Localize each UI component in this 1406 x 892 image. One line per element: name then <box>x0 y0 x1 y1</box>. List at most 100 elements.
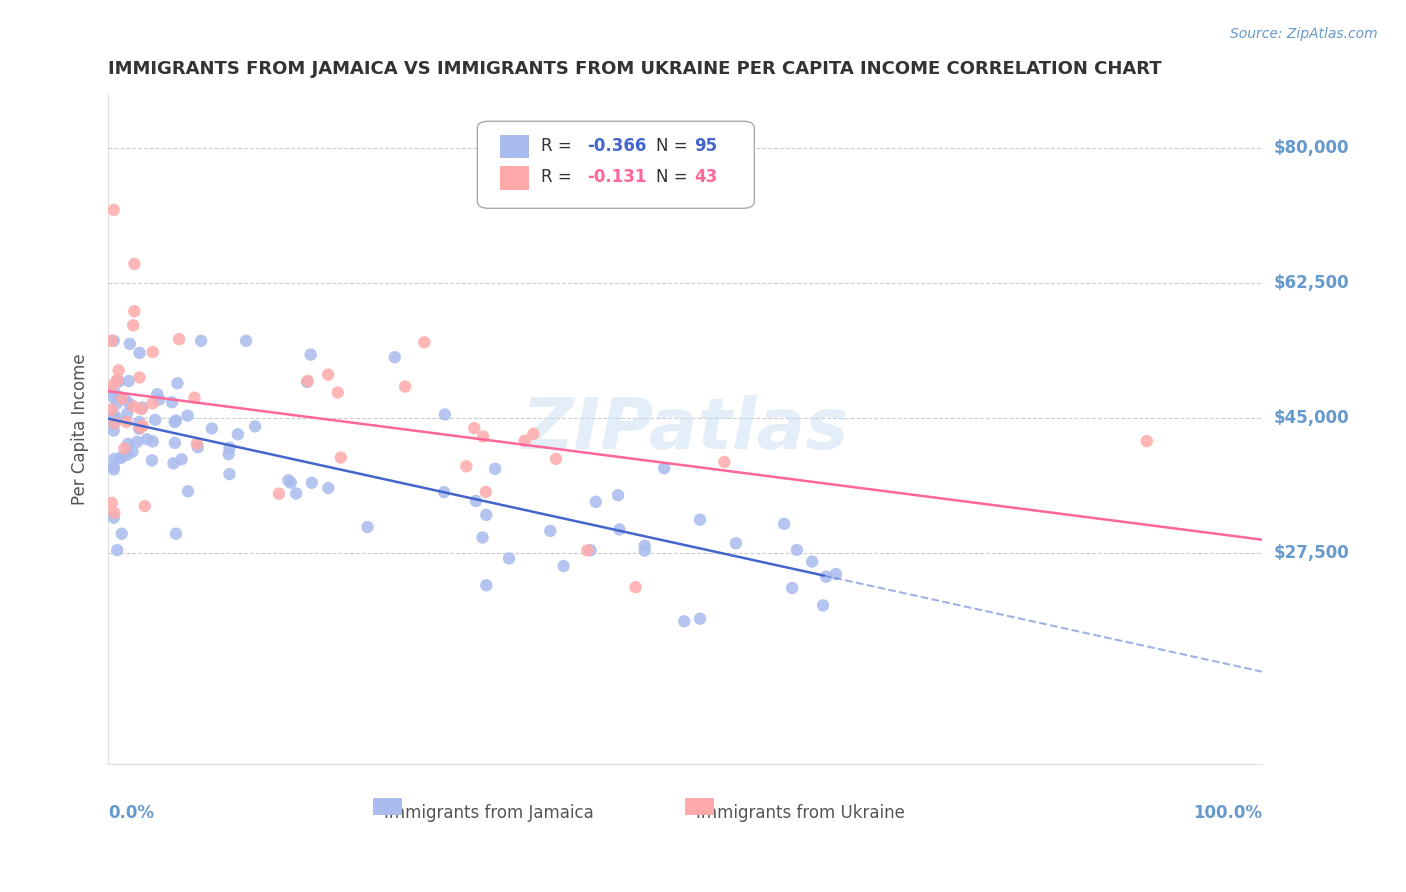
Point <box>141 453 163 467</box>
Point <box>801 555 824 569</box>
Point <box>267 486 290 500</box>
Point <box>100 402 122 417</box>
Point <box>187 440 209 454</box>
Point <box>103 417 125 431</box>
Point <box>433 485 456 500</box>
Point <box>607 523 630 537</box>
Text: Immigrants from Ukraine: Immigrants from Ukraine <box>696 805 905 822</box>
Point <box>724 536 747 550</box>
Text: 0.0%: 0.0% <box>108 805 155 822</box>
Point <box>117 437 139 451</box>
Point <box>301 475 323 490</box>
Y-axis label: Per Capita Income: Per Capita Income <box>72 353 89 505</box>
Point <box>103 459 125 474</box>
Point <box>652 461 675 475</box>
Point <box>142 396 165 410</box>
Point <box>475 484 498 499</box>
Point <box>105 374 128 388</box>
Point <box>146 387 169 401</box>
Point <box>299 347 322 361</box>
Point <box>118 374 141 388</box>
Point <box>413 335 436 350</box>
Point <box>103 202 125 217</box>
Point <box>129 402 152 417</box>
Point <box>124 304 146 318</box>
Point <box>183 391 205 405</box>
Point <box>131 401 153 415</box>
Point <box>713 455 735 469</box>
Point <box>105 411 128 425</box>
Point <box>142 434 165 449</box>
Point <box>633 543 655 558</box>
Point <box>160 395 183 409</box>
Point <box>127 434 149 449</box>
Text: -0.131: -0.131 <box>586 169 647 186</box>
Point <box>103 424 125 438</box>
Point <box>285 486 308 500</box>
Point <box>544 451 567 466</box>
Point <box>186 436 208 450</box>
Point <box>513 434 536 448</box>
Point <box>108 390 131 404</box>
Point <box>134 499 156 513</box>
Point <box>114 392 136 407</box>
Point <box>811 599 834 613</box>
Point <box>165 413 187 427</box>
Point <box>107 373 129 387</box>
Bar <box>501 135 529 158</box>
Text: 95: 95 <box>695 137 717 155</box>
Point <box>103 510 125 524</box>
Point <box>1136 434 1159 449</box>
Point <box>118 336 141 351</box>
Point <box>243 419 266 434</box>
Text: ZIPatlas: ZIPatlas <box>522 395 849 464</box>
Point <box>472 429 495 443</box>
Point <box>329 450 352 465</box>
Point <box>103 462 125 476</box>
Point <box>105 396 128 410</box>
Point <box>105 543 128 558</box>
Text: 100.0%: 100.0% <box>1194 805 1263 822</box>
Point <box>773 516 796 531</box>
Point <box>218 447 240 461</box>
Point <box>576 543 599 558</box>
Point <box>786 543 808 558</box>
Point <box>111 392 134 406</box>
Point <box>673 615 696 629</box>
Point <box>522 427 544 442</box>
Text: $27,500: $27,500 <box>1274 543 1350 562</box>
Point <box>218 467 240 482</box>
Point <box>484 462 506 476</box>
Point <box>114 442 136 456</box>
Text: R =: R = <box>541 169 582 186</box>
Point <box>128 370 150 384</box>
Point <box>624 580 647 594</box>
Point <box>124 257 146 271</box>
Bar <box>501 166 529 190</box>
Point <box>498 551 520 566</box>
Point <box>101 496 124 510</box>
Point <box>825 566 848 581</box>
Point <box>433 408 456 422</box>
Point <box>128 346 150 360</box>
Point <box>538 524 561 538</box>
Point <box>118 397 141 411</box>
Point <box>277 473 299 487</box>
Point <box>165 526 187 541</box>
Point <box>132 418 155 433</box>
Point <box>475 578 498 592</box>
Point <box>103 384 125 398</box>
Point <box>456 459 478 474</box>
Point <box>463 421 485 435</box>
Text: IMMIGRANTS FROM JAMAICA VS IMMIGRANTS FROM UKRAINE PER CAPITA INCOME CORRELATION: IMMIGRANTS FROM JAMAICA VS IMMIGRANTS FR… <box>108 60 1161 78</box>
Point <box>115 407 138 421</box>
Point <box>297 374 319 388</box>
Point <box>107 375 129 389</box>
Point <box>128 421 150 435</box>
Text: N =: N = <box>657 169 693 186</box>
Point <box>101 378 124 392</box>
Point <box>585 495 607 509</box>
Bar <box>685 797 714 814</box>
Point <box>103 334 125 348</box>
Text: Immigrants from Jamaica: Immigrants from Jamaica <box>384 805 593 822</box>
